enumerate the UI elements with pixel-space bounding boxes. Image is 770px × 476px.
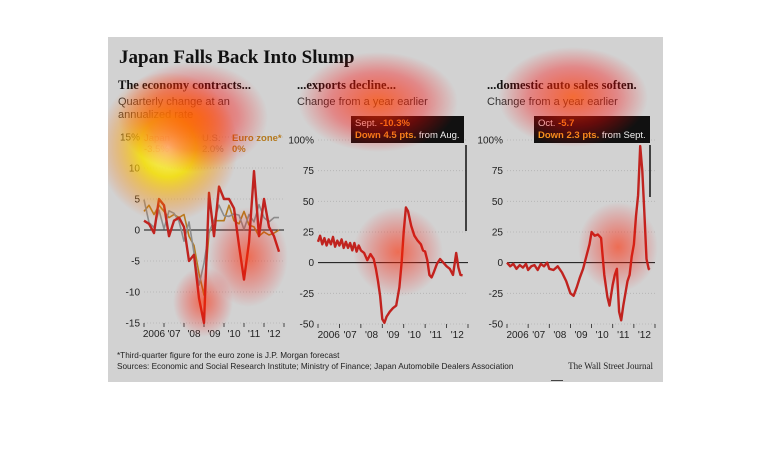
x-tick-label: '12 (267, 329, 280, 340)
sources-note: Sources: Economic and Social Research In… (117, 362, 514, 371)
x-tick-label: '08 (187, 329, 200, 340)
y-tick-label: -25 (300, 289, 315, 300)
y-tick-label: -50 (489, 320, 504, 331)
charts-svg: 15%1050-5-10-152006'07'08'09'10'11'12100… (120, 133, 656, 341)
y-tick-label: 100% (477, 136, 503, 147)
x-tick-label: 2006 (506, 330, 529, 341)
x-tick-label: '07 (344, 330, 357, 341)
divider-mark (551, 380, 563, 381)
x-tick-label: '07 (532, 330, 545, 341)
chart-figure: Japan Falls Back Into Slump The economy … (108, 37, 663, 382)
y-tick-label: -50 (300, 320, 315, 331)
y-tick-label: -15 (126, 319, 141, 330)
legend-japan-value: -3.5% (144, 144, 169, 155)
x-tick-label: '12 (638, 330, 651, 341)
y-tick-label: 5 (134, 195, 140, 206)
series-line-japan (143, 169, 281, 325)
legend-us-value: 2.0% (202, 144, 224, 155)
credit: The Wall Street Journal (568, 361, 653, 371)
exports-callout-change: Down 4.5 pts. (355, 129, 417, 141)
y-tick-label: 75 (303, 166, 315, 177)
autos-callout-label: Oct. (538, 118, 556, 129)
x-tick-label: '08 (553, 330, 566, 341)
autos-callout-note: from Sept. (601, 129, 646, 141)
legend-us-name: U.S. (202, 133, 221, 144)
footnote: *Third-quarter figure for the euro zone … (117, 351, 340, 360)
y-tick-label: -25 (489, 289, 504, 300)
legend-us: U.S. 2.0% (202, 133, 224, 155)
x-tick-label: 2006 (143, 329, 166, 340)
autos-callout-value: -5.7 (558, 118, 575, 129)
y-tick-label: 0 (134, 226, 140, 237)
x-tick-label: '10 (227, 329, 240, 340)
x-tick-label: '11 (248, 329, 261, 340)
y-tick-label: 10 (129, 164, 141, 175)
x-tick-label: '09 (574, 330, 587, 341)
y-tick-label: -10 (126, 288, 141, 299)
y-tick-label: 15% (120, 133, 140, 144)
y-tick-label: -5 (131, 257, 140, 268)
y-tick-label: 0 (308, 258, 314, 269)
autos-callout-change: Down 2.3 pts. (538, 129, 600, 141)
legend-japan: Japan -3.5% (144, 133, 170, 155)
y-tick-label: 100% (288, 136, 314, 147)
x-tick-label: '07 (167, 329, 180, 340)
x-tick-label: 2006 (318, 330, 341, 341)
y-tick-label: 0 (497, 258, 503, 269)
autos-callout: Oct. -5.7 Down 2.3 pts. from Sept. (534, 116, 650, 143)
x-tick-label: '11 (430, 330, 443, 341)
x-tick-label: '08 (365, 330, 378, 341)
x-tick-label: '10 (408, 330, 421, 341)
legend-euro-name: Euro zone* (232, 133, 282, 144)
y-tick-label: 50 (303, 197, 315, 208)
legend-euro: Euro zone* 0% (232, 133, 282, 155)
exports-callout-value: -10.3% (379, 118, 410, 129)
series-line-japan-exports (316, 206, 463, 324)
exports-callout-label: Sept. (355, 118, 378, 129)
y-tick-label: 50 (492, 197, 504, 208)
x-tick-label: '12 (451, 330, 464, 341)
series-line-japan-auto-sales (506, 144, 651, 322)
exports-callout: Sept. -10.3% Down 4.5 pts. from Aug. (351, 116, 464, 143)
x-tick-label: '09 (386, 330, 399, 341)
y-tick-label: 75 (492, 166, 504, 177)
x-tick-label: '09 (207, 329, 220, 340)
x-tick-label: '10 (596, 330, 609, 341)
x-tick-label: '11 (617, 330, 630, 341)
y-tick-label: 25 (303, 228, 315, 239)
legend-euro-value: 0% (232, 144, 246, 155)
exports-callout-note: from Aug. (418, 129, 460, 141)
y-tick-label: 25 (492, 228, 504, 239)
legend-japan-name: Japan (144, 133, 170, 144)
